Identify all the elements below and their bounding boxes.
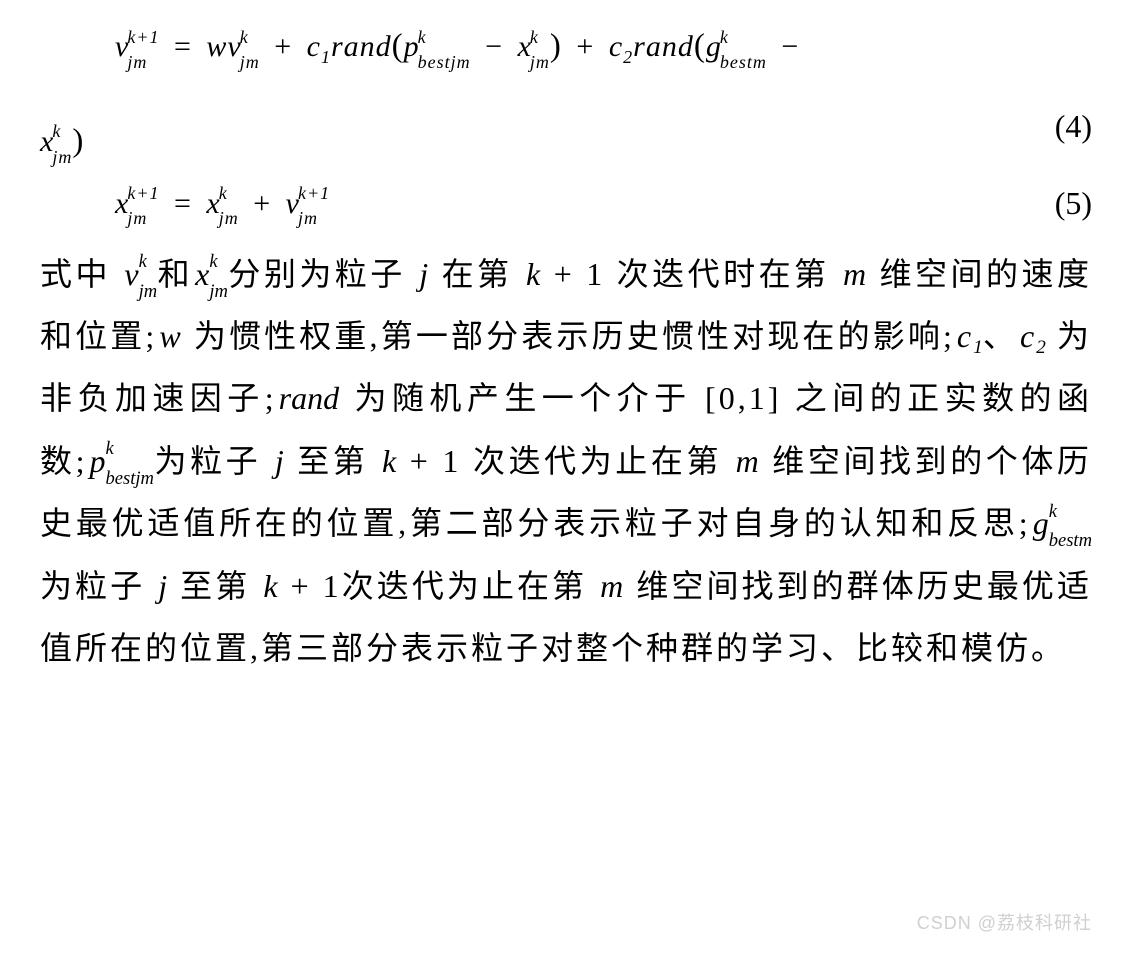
equation-4-cont: xkjm) (4)	[40, 85, 1092, 168]
equation-5: xk+1jm = xkjm + vk+1jm (5)	[40, 180, 1092, 228]
equation-5-line: xk+1jm = xkjm + vk+1jm	[40, 180, 1035, 228]
equation-5-content: xk+1jm = xkjm + vk+1jm	[40, 180, 1035, 228]
equation-4-line2: xkjm)	[40, 115, 1035, 168]
watermark-text: CSDN @荔枝科研社	[917, 909, 1092, 935]
equation-4-content: vk+1jm = wvkjm + c1rand(pkbestjm − xkjm)…	[40, 20, 1092, 73]
equation-4-line1: vk+1jm = wvkjm + c1rand(pkbestjm − xkjm)…	[40, 20, 1092, 73]
equation-5-number: (5)	[1055, 185, 1092, 222]
equation-4: vk+1jm = wvkjm + c1rand(pkbestjm − xkjm)…	[40, 20, 1092, 73]
equation-4-number: (4)	[1055, 108, 1092, 145]
equation-4-content2: xkjm)	[40, 85, 1035, 168]
body-paragraph: 式中 vkjm和xkjm分别为粒子 j 在第 k + 1 次迭代时在第 m 维空…	[40, 243, 1092, 680]
